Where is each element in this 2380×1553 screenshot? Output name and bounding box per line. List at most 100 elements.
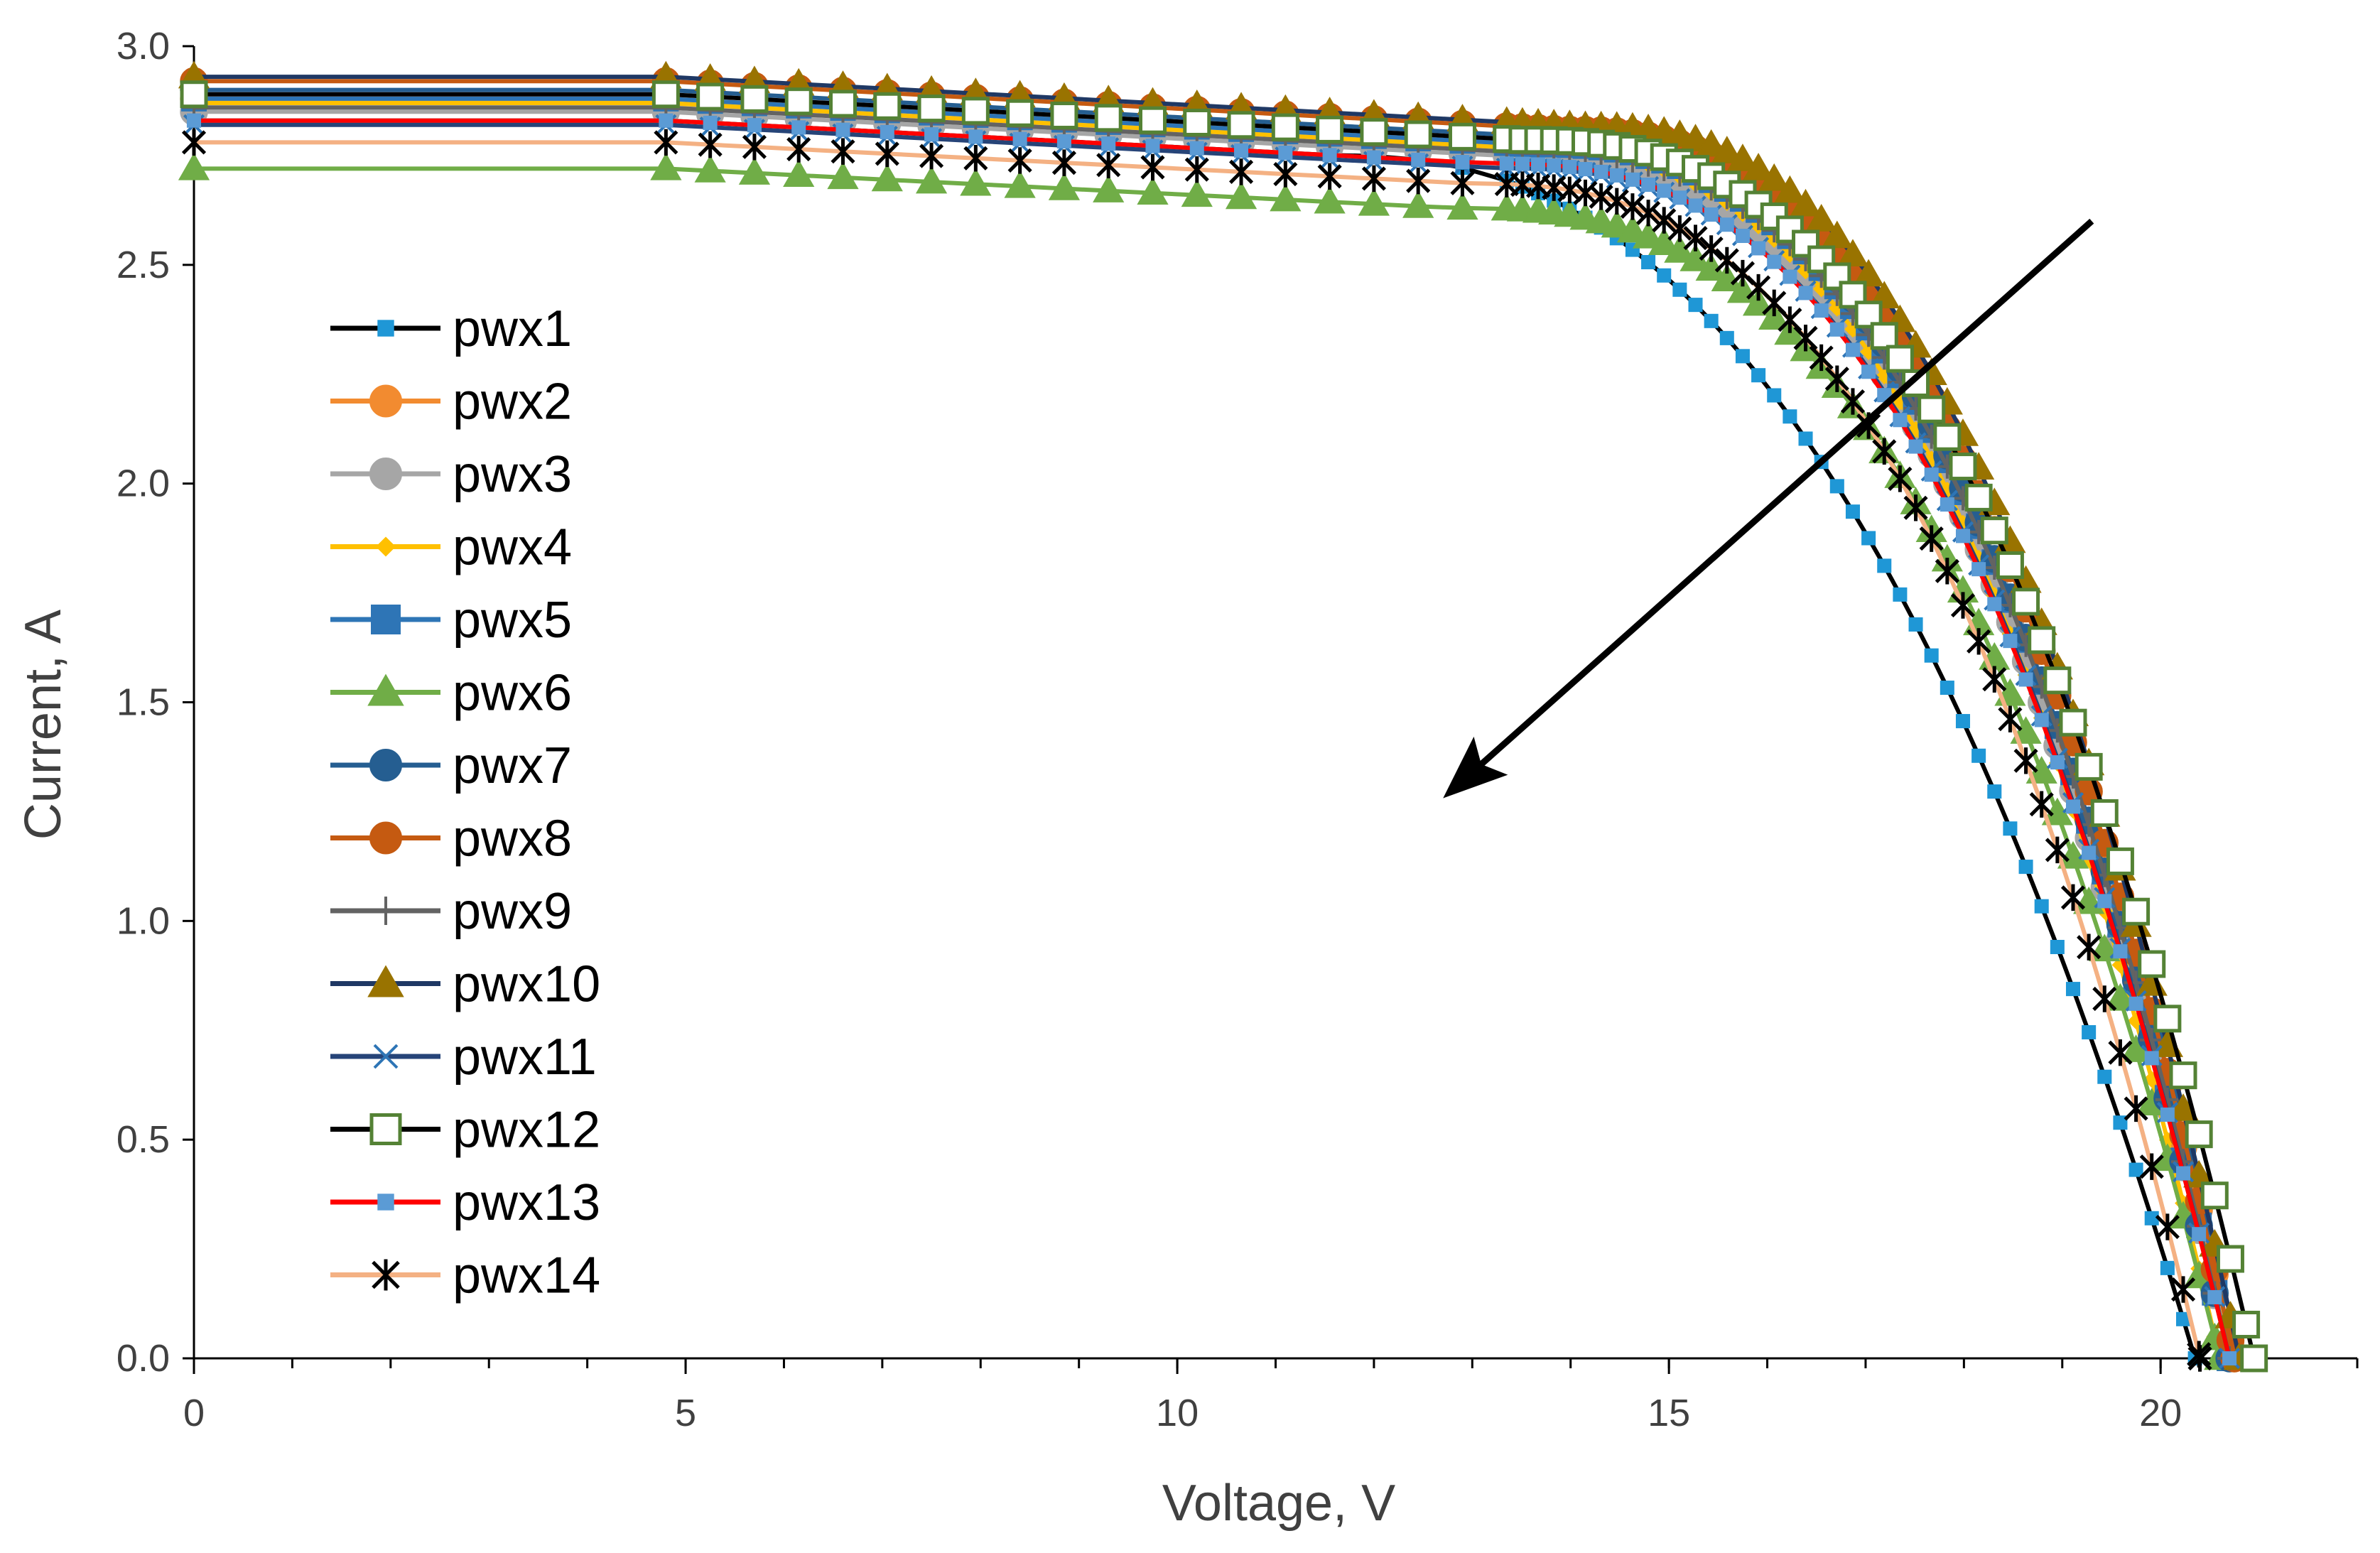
data-point xyxy=(1940,681,1954,696)
data-point xyxy=(1775,215,1804,244)
data-point xyxy=(1271,113,1299,141)
legend-label: pwx10 xyxy=(453,956,600,1013)
series-line-pwx5 xyxy=(194,96,2232,1359)
data-point xyxy=(1181,179,1213,207)
legend-label: pwx8 xyxy=(453,811,572,867)
legend-item-pwx8: pwx8 xyxy=(330,811,572,867)
x-axis-title: Voltage, V xyxy=(1162,1475,1395,1532)
data-point xyxy=(1935,558,1959,585)
data-point xyxy=(1861,531,1876,546)
data-point xyxy=(2045,836,2070,864)
data-point xyxy=(963,145,988,172)
data-point xyxy=(1360,118,1388,146)
data-point xyxy=(1783,269,1797,284)
data-point xyxy=(1924,648,1939,663)
data-point xyxy=(1448,122,1476,151)
data-point xyxy=(1919,525,1944,552)
data-point xyxy=(1225,181,1257,210)
data-point xyxy=(2207,1289,2222,1304)
data-point xyxy=(2060,884,2086,911)
data-point xyxy=(694,155,726,183)
data-point xyxy=(651,80,680,109)
data-point xyxy=(835,122,850,137)
data-point xyxy=(1228,158,1254,185)
series-pwx12 xyxy=(180,80,2268,1373)
legend-label: pwx13 xyxy=(453,1174,600,1231)
data-point xyxy=(1870,322,1898,350)
data-point xyxy=(1007,147,1032,174)
data-point xyxy=(376,536,396,557)
data-point xyxy=(1812,280,1830,298)
data-point xyxy=(1730,259,1756,287)
data-point xyxy=(2096,902,2114,920)
data-point xyxy=(1886,345,1914,373)
y-tick-label: 0.0 xyxy=(117,1337,170,1380)
data-point xyxy=(1704,313,1719,328)
data-point xyxy=(1998,705,2023,732)
data-point xyxy=(1578,162,1593,177)
data-point xyxy=(740,85,769,113)
data-point xyxy=(2169,1061,2197,1090)
data-point xyxy=(1594,164,1608,179)
data-point xyxy=(1632,220,1665,249)
data-point xyxy=(371,605,401,634)
data-point xyxy=(2153,1005,2182,1033)
data-point xyxy=(181,129,207,156)
data-point xyxy=(1234,143,1249,158)
data-point xyxy=(1366,150,1381,165)
data-point xyxy=(2113,944,2128,959)
data-point xyxy=(1982,666,2007,693)
data-point xyxy=(1971,562,1986,577)
data-point xyxy=(2240,1344,2268,1373)
data-point xyxy=(1783,409,1797,424)
data-point xyxy=(1955,714,1970,729)
data-point xyxy=(1719,330,1734,345)
data-point xyxy=(2122,897,2151,926)
data-point xyxy=(696,82,725,111)
data-point xyxy=(1767,254,1782,269)
legend-item-pwx1: pwx1 xyxy=(330,301,572,357)
data-point xyxy=(2200,1181,2229,1210)
data-point xyxy=(1625,172,1640,187)
legend-item-pwx12: pwx12 xyxy=(330,1102,600,1159)
y-tick-label: 1.0 xyxy=(117,899,170,942)
data-point xyxy=(873,92,902,120)
data-point xyxy=(1450,170,1475,197)
legend-item-pwx11: pwx11 xyxy=(330,1029,597,1086)
legend: pwx1 pwx2 pwx3 pwx4 pwx5 pwx6 pwx7 pwx8 pwx9 pwx1… xyxy=(330,301,600,1304)
data-point xyxy=(2050,755,2065,770)
data-point xyxy=(1183,108,1211,136)
data-point xyxy=(1657,183,1672,198)
data-point xyxy=(1322,148,1337,163)
data-point xyxy=(1616,215,1649,243)
y-tick-label: 2.5 xyxy=(117,244,170,286)
legend-item-pwx6: pwx6 xyxy=(330,665,572,722)
data-point xyxy=(1589,183,1613,210)
data-point xyxy=(919,142,944,170)
legend-item-pwx14: pwx14 xyxy=(330,1248,600,1304)
data-point xyxy=(1004,170,1036,198)
data-point xyxy=(2155,1213,2180,1240)
legend-label: pwx11 xyxy=(453,1029,597,1086)
data-point xyxy=(871,163,903,192)
data-point xyxy=(2065,982,2081,997)
data-point xyxy=(1821,220,1853,249)
legend-label: pwx3 xyxy=(453,446,572,503)
series-markers-pwx14 xyxy=(181,129,2212,1372)
data-point xyxy=(1140,153,1165,181)
data-point xyxy=(1955,529,1970,543)
data-point xyxy=(369,458,402,490)
data-point xyxy=(968,129,983,144)
data-point xyxy=(1751,241,1766,256)
data-point xyxy=(1996,551,2024,580)
legend-label: pwx14 xyxy=(453,1248,600,1304)
data-point xyxy=(1809,344,1834,372)
series-markers-pwx13 xyxy=(186,113,2237,1366)
data-point xyxy=(1758,163,1790,191)
data-point xyxy=(369,384,402,418)
data-point xyxy=(1012,131,1027,146)
data-point xyxy=(1051,149,1076,176)
data-point xyxy=(1096,151,1121,179)
data-point xyxy=(1411,152,1426,167)
